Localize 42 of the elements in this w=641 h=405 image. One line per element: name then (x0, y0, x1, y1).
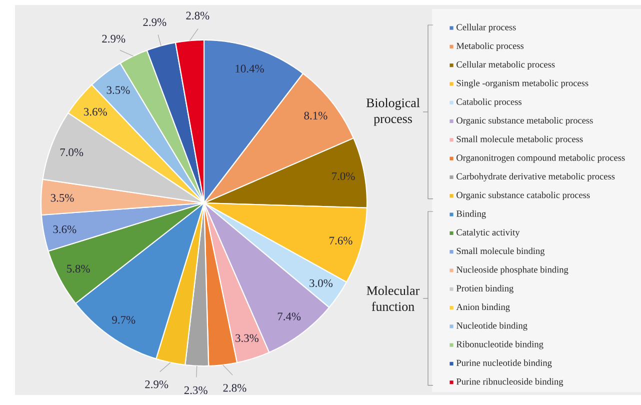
text: Molecular function (366, 286, 420, 311)
legend-label: Binding (456, 210, 486, 219)
data-label: 3.3% (236, 334, 258, 342)
text: Biological process (366, 98, 420, 126)
legend-label: Catabolic process (456, 98, 522, 107)
legend-label: Nucleotide binding (456, 322, 528, 331)
legend-label: Organic substance catabolic process (456, 192, 590, 200)
legend-label: Small molecule metabolic process (456, 136, 583, 144)
data-label: 3.6% (53, 225, 76, 234)
legend-label: Small molecule binding (456, 248, 545, 256)
data-label: 2.9% (143, 18, 166, 26)
legend-label: Carbohydrate derivative metabolic process (456, 172, 615, 182)
data-label: 3.5% (50, 194, 74, 202)
data-label: 9.7% (112, 316, 136, 324)
data-label: 7.6% (330, 236, 352, 244)
data-label: 10.4% (236, 64, 264, 73)
data-label: 3.0% (310, 279, 333, 288)
data-label: 7.0% (60, 148, 84, 156)
legend-label: Ribonucleotide binding (456, 340, 544, 350)
legend-label: Catalytic activity (456, 228, 520, 238)
legend-label: Protien binding (456, 284, 514, 294)
legend-label: Purine nucleotide binding (456, 359, 552, 368)
legend-label: Metabolic process (456, 42, 524, 51)
legend-label: Single -organism metabolic process (456, 80, 588, 88)
legend-label: Organic substance metabolic process (456, 117, 593, 126)
legend-label: Cellular metabolic process (456, 61, 555, 70)
data-label: 2.3% (184, 386, 208, 394)
data-label: 3.6% (84, 108, 107, 116)
legend-label: Purine ribnucleoside binding (456, 378, 564, 387)
data-label: 2.8% (186, 12, 210, 20)
data-label: 3.5% (106, 86, 130, 94)
data-label: 2.8% (223, 384, 246, 392)
data-label: 2.9% (102, 34, 126, 43)
legend-label: Cellular process (456, 24, 516, 32)
data-label: 7.0% (332, 172, 355, 180)
data-label: 7.4% (278, 312, 301, 320)
legend-label: Organonitrogen compound metabolic process (456, 154, 625, 163)
data-label: 5.8% (67, 264, 90, 273)
data-label: 2.9% (145, 380, 168, 388)
legend-label: Anion binding (456, 304, 510, 312)
data-label: 8.1% (304, 112, 328, 120)
legend-label: Nucleoside phosphate binding (456, 266, 568, 275)
